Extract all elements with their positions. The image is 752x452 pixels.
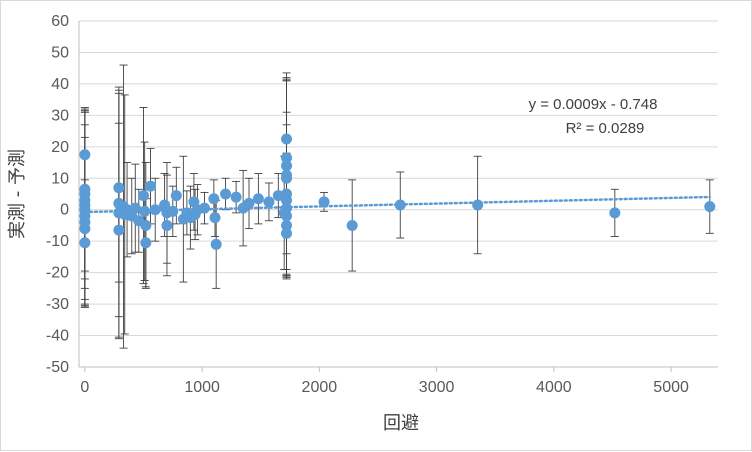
trendline-equation: y = 0.0009x - 0.748: [529, 96, 658, 113]
data-point: [149, 204, 161, 216]
x-tick-label: 1000: [184, 379, 220, 396]
x-tick-label: 4000: [536, 379, 572, 396]
y-tick-label: -40: [46, 328, 69, 345]
y-axis-title: 実測 - 予測: [7, 149, 28, 239]
data-point: [113, 182, 125, 194]
data-point: [79, 149, 91, 161]
data-point: [281, 160, 293, 172]
y-tick-labels: 60 50 40 30 20 10 0 -10 -20 -30 -40 -50: [46, 13, 69, 376]
x-axis-title: 回避: [383, 413, 419, 434]
y-tick-label: 40: [51, 76, 69, 93]
data-point: [263, 196, 275, 208]
data-point: [281, 152, 293, 164]
data-point: [198, 202, 210, 214]
y-tick-label: 30: [51, 107, 69, 124]
data-point: [472, 199, 484, 211]
data-point: [145, 180, 157, 192]
data-point: [161, 219, 173, 231]
y-tick-label: -30: [46, 296, 69, 313]
data-point: [609, 207, 621, 219]
r-squared-label: R² = 0.0289: [566, 120, 645, 137]
y-tick-label: 0: [60, 202, 69, 219]
y-tick-label: 50: [51, 44, 69, 61]
data-point: [230, 191, 242, 203]
data-point: [208, 193, 220, 205]
y-tick-label: 10: [51, 170, 69, 187]
data-point: [318, 196, 330, 208]
data-point: [129, 202, 141, 214]
data-point: [140, 219, 152, 231]
data-points: [79, 133, 716, 250]
axes: [78, 21, 718, 372]
data-point: [281, 202, 293, 214]
data-point: [346, 219, 358, 231]
data-point: [139, 205, 151, 217]
data-point: [281, 172, 293, 184]
data-point: [113, 224, 125, 236]
data-point: [281, 219, 293, 231]
x-tick-labels: 0 1000 2000 3000 4000 5000: [80, 379, 689, 396]
data-point: [281, 133, 293, 145]
data-point: [209, 212, 221, 224]
y-tick-label: -20: [46, 265, 69, 282]
x-tick-label: 0: [80, 379, 89, 396]
data-point: [167, 205, 179, 217]
data-point: [281, 227, 293, 239]
data-point: [243, 197, 255, 209]
data-point: [220, 188, 232, 200]
x-tick-label: 2000: [302, 379, 338, 396]
data-point: [252, 193, 264, 205]
y-tick-label: 20: [51, 139, 69, 156]
data-point: [140, 237, 152, 249]
data-point: [137, 190, 149, 202]
data-point: [281, 194, 293, 206]
data-point: [170, 190, 182, 202]
y-tick-label: -10: [46, 233, 69, 250]
data-point: [704, 201, 716, 213]
y-tick-label: 60: [51, 13, 69, 30]
data-point: [79, 237, 91, 249]
data-point: [272, 190, 284, 202]
data-point: [210, 238, 222, 250]
x-tick-label: 5000: [653, 379, 689, 396]
x-tick-label: 3000: [419, 379, 455, 396]
y-tick-label: -50: [46, 359, 69, 376]
data-point: [79, 223, 91, 235]
data-point: [394, 199, 406, 211]
data-point: [281, 210, 293, 222]
